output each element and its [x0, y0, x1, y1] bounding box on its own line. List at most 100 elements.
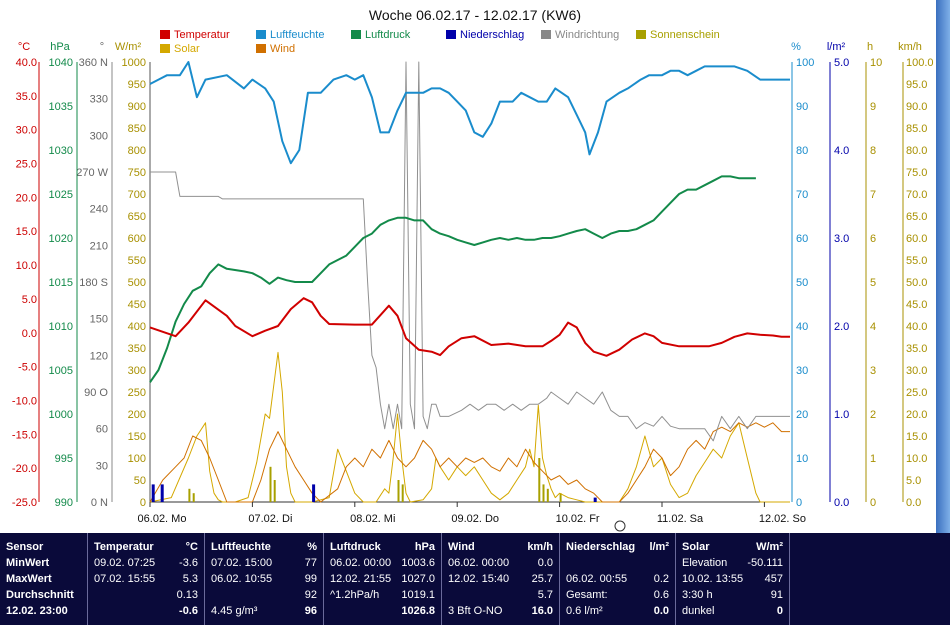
- humidity-tick-label: 0: [796, 497, 802, 509]
- stats-row-value: -50.111: [747, 557, 783, 569]
- stats-row-date: ^1.2hPa/h: [330, 589, 380, 601]
- stats-header: Niederschlag: [566, 541, 636, 553]
- current-time-marker: [614, 520, 626, 532]
- solar-tick-label: 250: [128, 387, 146, 399]
- stats-unit: km/h: [527, 541, 553, 553]
- pressure-tick-label: 1040: [49, 57, 73, 69]
- stats-row-value: 5.3: [182, 573, 198, 585]
- rain-tick-label: 4.0: [834, 145, 849, 157]
- x-day-label: 11.02. Sa: [657, 513, 704, 525]
- temperature-tick-label: 35.0: [16, 91, 37, 103]
- direction-tick-label: 330: [90, 94, 108, 106]
- solar-tick-label: 0: [140, 497, 146, 509]
- sunshine-tick-label: 7: [870, 189, 876, 201]
- wind-tick-label: 90.0: [906, 101, 927, 113]
- stats-row-value: 1019.1: [401, 589, 435, 601]
- legend-label: Temperatur: [174, 29, 230, 41]
- wind-tick-label: 10.0: [906, 453, 927, 465]
- wind-tick-label: 45.0: [906, 299, 927, 311]
- sunshine-tick-label: 8: [870, 145, 876, 157]
- legend-swatch: [541, 30, 551, 39]
- stats-column: Luftfeuchte% 07.02. 15:00 77 06.02. 10:55 99…: [205, 533, 324, 625]
- rain-tick-label: 3.0: [834, 233, 849, 245]
- temperature-axis-unit: °C: [18, 41, 30, 53]
- stats-unit: °C: [185, 541, 198, 553]
- sunshine-tick-label: 9: [870, 101, 876, 113]
- stats-row-value: 5.7: [537, 589, 553, 601]
- wind-axis-unit: km/h: [898, 41, 922, 53]
- stats-header: Solar: [682, 541, 710, 553]
- pressure-axis-unit: hPa: [50, 41, 70, 53]
- direction-tick-label: 90 O: [84, 387, 108, 399]
- wind-tick-label: 5.0: [906, 475, 921, 487]
- stats-row-date: 12.02. 15:40: [448, 573, 510, 585]
- temperature-tick-label: -15.0: [12, 429, 37, 441]
- wind-tick-label: 0.0: [906, 497, 921, 509]
- direction-tick-label: 60: [96, 424, 108, 436]
- weather-week-chart: Woche 06.02.17 - 12.02.17 (KW6) Temperat…: [11, 7, 934, 532]
- wind-tick-label: 55.0: [906, 255, 927, 267]
- temperature-tick-label: 40.0: [16, 57, 37, 69]
- wind-tick-label: 35.0: [906, 343, 927, 355]
- legend-label: Solar: [174, 43, 200, 55]
- wind-direction-series-line: [150, 61, 790, 442]
- stats-row-date: 06.02. 10:55: [211, 573, 273, 585]
- wind-series-line: [149, 422, 790, 503]
- sunshine-bar: [538, 458, 541, 502]
- sunshine-tick-label: 5: [870, 277, 876, 289]
- stats-footer-value: 1026.8: [401, 605, 435, 617]
- plot-area: [149, 61, 790, 503]
- solar-tick-label: 950: [128, 79, 146, 91]
- solar-tick-label: 300: [128, 365, 146, 377]
- pressure-tick-label: 1025: [49, 189, 73, 201]
- solar-tick-label: 100: [128, 453, 146, 465]
- stats-column: Wind km/h 06.02. 00:00 0.0 12.02. 15:40 25.7 5…: [442, 533, 560, 625]
- pressure-tick-label: 1030: [49, 145, 73, 157]
- x-day-label: 09.02. Do: [451, 513, 499, 525]
- stats-row-label: MaxWert: [6, 573, 52, 585]
- temperature-tick-label: 5.0: [22, 294, 37, 306]
- direction-tick-label: 360 N: [79, 57, 108, 69]
- pressure-tick-label: 1020: [49, 233, 73, 245]
- rain-tick-label: 5.0: [834, 57, 849, 69]
- sunshine-bar: [559, 493, 562, 502]
- stats-row-value: 1027.0: [401, 573, 435, 585]
- precipitation-bar: [160, 484, 164, 502]
- wind-tick-label: 25.0: [906, 387, 927, 399]
- stats-column: Solar W/m² Elevation -50.111 10.02. 13:55 457…: [676, 533, 790, 625]
- pressure-series-line: [149, 175, 756, 383]
- direction-tick-label: 180 S: [79, 277, 108, 289]
- chart-title: Woche 06.02.17 - 12.02.17 (KW6): [369, 7, 581, 23]
- stats-row-value: 0.2: [653, 573, 669, 585]
- direction-axis-unit: °: [100, 41, 104, 53]
- direction-tick-label: 150: [90, 314, 108, 326]
- sunshine-bar: [401, 484, 404, 502]
- stats-row-date: 3:30 h: [682, 589, 713, 601]
- stats-unit: hPa: [414, 541, 435, 553]
- solar-tick-label: 700: [128, 189, 146, 201]
- precipitation-bar: [312, 484, 316, 502]
- stats-header: Wind: [448, 541, 475, 553]
- stats-row-value: 0.0: [537, 557, 553, 569]
- wind-tick-label: 65.0: [906, 211, 927, 223]
- wind-tick-label: 20.0: [906, 409, 927, 421]
- pressure-tick-label: 990: [55, 497, 73, 509]
- legend-swatch: [446, 30, 456, 39]
- solar-tick-label: 750: [128, 167, 146, 179]
- stats-unit: W/m²: [756, 541, 783, 553]
- pressure-tick-label: 1010: [49, 321, 73, 333]
- stats-row-date: 06.02. 00:00: [330, 557, 392, 569]
- stats-unit: l/m²: [649, 541, 669, 553]
- stats-row-value: 25.7: [531, 573, 553, 585]
- stats-panel: Sensor MinWert MaxWert Durchschnitt 12.02. 2…: [0, 533, 950, 625]
- desktop-background-edge: [936, 0, 950, 533]
- solar-tick-label: 550: [128, 255, 146, 267]
- wind-tick-label: 95.0: [906, 79, 927, 91]
- direction-tick-label: 300: [90, 130, 108, 142]
- stats-footer-left: 0.6 l/m²: [566, 605, 603, 617]
- x-day-label: 07.02. Di: [248, 513, 292, 525]
- stats-column: Luftdruck hPa 06.02. 00:00 1003.6 12.02. 21:…: [324, 533, 442, 625]
- sunshine-axis-unit: h: [867, 41, 873, 53]
- legend-swatch: [636, 30, 646, 39]
- wind-tick-label: 15.0: [906, 431, 927, 443]
